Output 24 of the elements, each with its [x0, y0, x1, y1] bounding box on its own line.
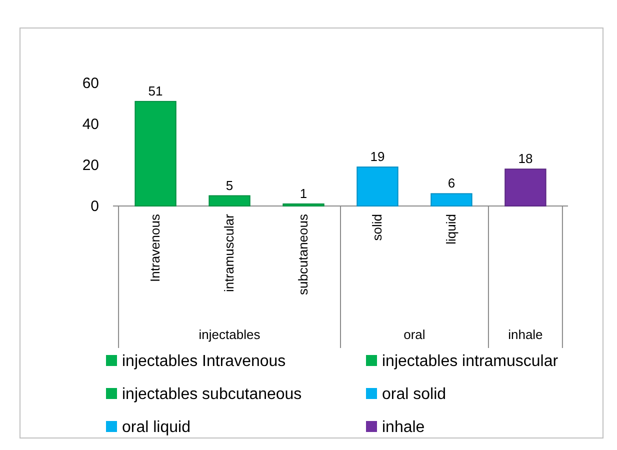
- y-tick-label: 0: [90, 198, 99, 215]
- x-tick-label: subcutaneous: [296, 214, 311, 295]
- x-tick-label: intramuscular: [222, 213, 237, 292]
- text: inhale: [508, 327, 543, 342]
- data-label: 51: [148, 83, 163, 98]
- data-label: 1: [300, 186, 308, 201]
- text: oral: [404, 327, 426, 342]
- data-label: 19: [370, 149, 385, 164]
- text: injectables: [198, 327, 261, 342]
- y-tick-label: 60: [82, 75, 99, 92]
- x-tick-label: Intravenous: [148, 214, 163, 282]
- legend-label: inhale: [382, 419, 425, 436]
- legend-label: oral liquid: [122, 419, 190, 436]
- legend-label: injectables subcutaneous: [122, 386, 302, 403]
- data-label: 5: [226, 178, 234, 193]
- legend-label: injectables Intravenous: [122, 353, 286, 370]
- data-label: 18: [518, 151, 533, 166]
- y-tick-label: 20: [82, 157, 99, 174]
- data-label: 6: [448, 176, 456, 191]
- x-tick-label: solid: [369, 214, 384, 241]
- legend-label: oral solid: [382, 386, 446, 403]
- y-tick-label: 40: [82, 116, 99, 133]
- legend-label: injectables intramuscular: [382, 353, 559, 370]
- x-tick-label: liquid: [443, 214, 458, 244]
